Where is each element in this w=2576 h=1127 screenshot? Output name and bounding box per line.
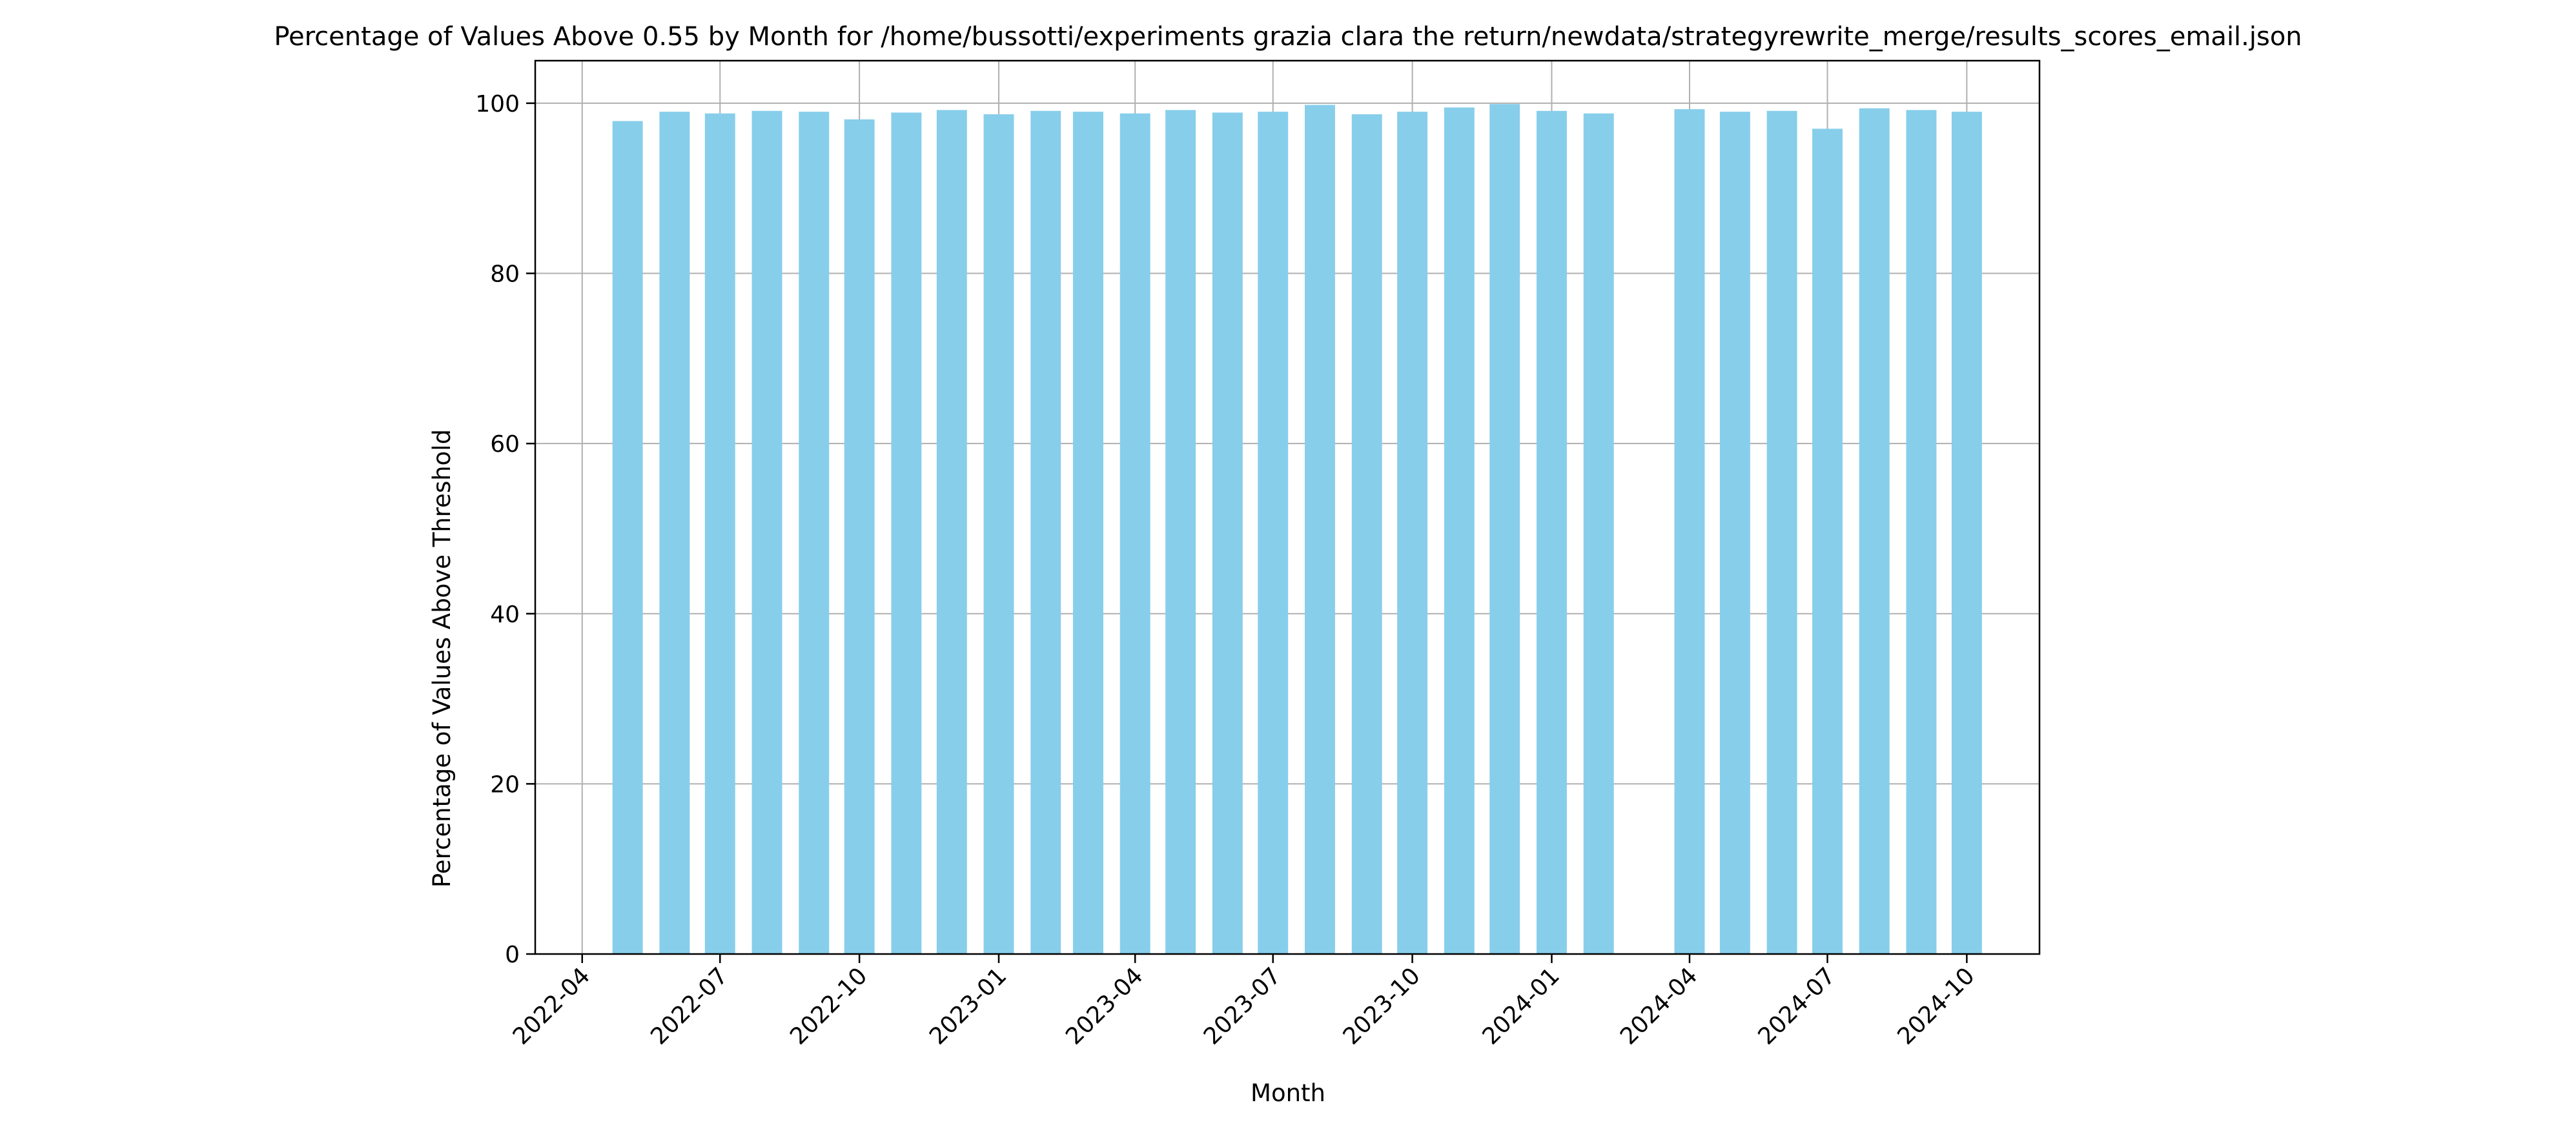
x-axis-label: Month [1251,1079,1325,1107]
bar-2024-01 [1536,110,1567,955]
y-axis-ticks: 0 20 40 60 80 100 [475,91,535,968]
bar-2023-11 [1444,107,1475,954]
y-axis-label: Percentage of Values Above Threshold [428,429,456,888]
bar-2022-12 [936,110,967,955]
x-tick-label: 2024-07 [1753,962,1841,1050]
bar-2023-09 [1351,114,1382,954]
bar-2023-03 [1072,112,1103,955]
bar-2023-04 [1119,113,1150,954]
y-tick-label: 60 [490,431,520,458]
x-tick-label: 2023-04 [1061,962,1148,1050]
bar-2023-02 [1030,110,1061,955]
bar-2023-08 [1304,105,1335,954]
bar-2022-11 [891,112,922,954]
bar-2022-09 [799,112,830,955]
bar-2023-05 [1165,110,1196,955]
x-tick-label: 2023-01 [925,962,1012,1050]
chart-title: Percentage of Values Above 0.55 by Month… [274,22,2302,52]
bar-2024-08 [1859,108,1890,954]
bar-2023-07 [1258,112,1289,955]
bar-2024-09 [1906,110,1937,955]
y-tick-label: 80 [490,261,520,288]
bar-2024-06 [1766,110,1797,955]
x-tick-label: 2024-10 [1892,962,1979,1050]
bar-2024-10 [1951,112,1982,955]
bar-2024-05 [1719,112,1750,955]
x-tick-label: 2022-07 [646,962,733,1050]
bars [612,104,1982,955]
x-tick-label: 2022-04 [508,962,595,1050]
bar-2023-12 [1489,104,1520,954]
x-tick-label: 2024-04 [1615,962,1702,1050]
y-tick-label: 20 [490,771,520,798]
y-tick-label: 0 [505,942,520,968]
y-tick-label: 40 [490,602,520,628]
bar-2022-07 [704,113,735,954]
bar-2023-06 [1212,112,1243,954]
bar-2024-07 [1812,128,1843,954]
x-tick-label: 2022-10 [785,962,872,1050]
x-tick-label: 2024-01 [1477,962,1564,1050]
x-tick-label: 2023-07 [1199,962,1286,1050]
bar-2022-06 [659,112,690,955]
bar-2022-10 [844,119,875,954]
bar-2022-08 [751,110,782,955]
x-tick-label: 2023-10 [1338,962,1426,1050]
bar-2024-04 [1674,109,1705,954]
bar-2023-10 [1397,112,1428,955]
bar-2023-01 [983,114,1014,954]
x-axis-ticks: 2022-04 2022-07 2022-10 2023-01 2023-04 2023-… [508,954,1980,1050]
bar-2022-05 [612,121,643,955]
bar-2024-02 [1583,113,1614,954]
plot-frame [534,59,2041,955]
y-tick-label: 100 [475,91,520,117]
